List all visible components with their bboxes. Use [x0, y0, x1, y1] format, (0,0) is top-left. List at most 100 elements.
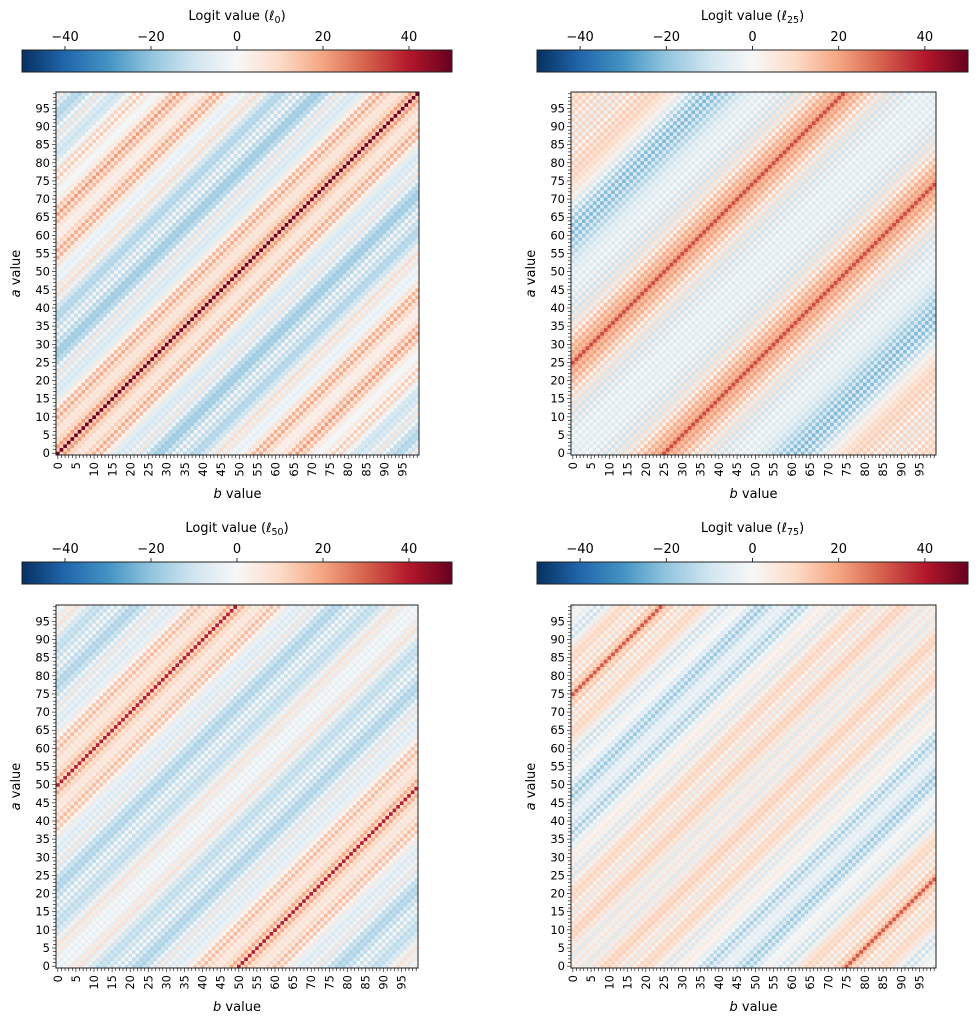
- heatmap-cell: [60, 397, 64, 401]
- heatmap-cell: [89, 339, 93, 343]
- heatmap-cell: [365, 361, 369, 365]
- heatmap-cell: [179, 430, 183, 434]
- heatmap-cell: [354, 357, 358, 361]
- heatmap-cell: [169, 419, 173, 423]
- heatmap-cell: [336, 437, 340, 441]
- heatmap-cell: [285, 368, 289, 372]
- heatmap-cell: [60, 350, 64, 354]
- heatmap-cell: [71, 411, 75, 415]
- heatmap-cell: [383, 346, 387, 350]
- heatmap-cell: [256, 404, 260, 408]
- heatmap-cell: [321, 375, 325, 379]
- heatmap-cell: [386, 393, 390, 397]
- heatmap-cell: [154, 393, 158, 397]
- heatmap-cell: [379, 382, 383, 386]
- heatmap-cell: [132, 401, 136, 405]
- heatmap-cell: [118, 404, 122, 408]
- heatmap-cell: [179, 448, 183, 452]
- heatmap-cell: [263, 419, 267, 423]
- heatmap-cell: [296, 433, 300, 437]
- heatmap-cell: [161, 419, 165, 423]
- heatmap-cell: [285, 437, 289, 441]
- heatmap-cell: [346, 382, 350, 386]
- heatmap-cell: [390, 397, 394, 401]
- heatmap-cell: [139, 368, 143, 372]
- heatmap-cell: [321, 408, 325, 412]
- heatmap-cell: [336, 390, 340, 394]
- heatmap-cell: [172, 430, 176, 434]
- heatmap-cell: [139, 448, 143, 452]
- heatmap-cell: [314, 397, 318, 401]
- heatmap-cell: [183, 357, 187, 361]
- heatmap-cell: [129, 397, 133, 401]
- heatmap-cell: [379, 430, 383, 434]
- heatmap-cell: [114, 408, 118, 412]
- heatmap-cell: [397, 364, 401, 368]
- heatmap-cell: [92, 372, 96, 376]
- heatmap-cell: [132, 422, 136, 426]
- heatmap-cell: [336, 415, 340, 419]
- heatmap-cell: [277, 342, 281, 346]
- heatmap-cell: [350, 379, 354, 383]
- heatmap-cell: [274, 368, 278, 372]
- heatmap-cell: [267, 379, 271, 383]
- heatmap-cell: [343, 379, 347, 383]
- heatmap-cell: [147, 353, 151, 357]
- heatmap-cell: [241, 444, 245, 448]
- heatmap-cell: [201, 397, 205, 401]
- heatmap-cell: [63, 411, 67, 415]
- heatmap-cell: [205, 411, 209, 415]
- heatmap-cell: [397, 404, 401, 408]
- heatmap-cell: [296, 390, 300, 394]
- heatmap-cell: [212, 390, 216, 394]
- heatmap-cell: [219, 415, 223, 419]
- heatmap-cell: [208, 382, 212, 386]
- heatmap-cell: [216, 382, 220, 386]
- heatmap-cell: [230, 386, 234, 390]
- heatmap-cell: [208, 426, 212, 430]
- heatmap-cell: [183, 379, 187, 383]
- heatmap-cell: [256, 426, 260, 430]
- heatmap-cell: [310, 408, 314, 412]
- heatmap-cell: [259, 444, 263, 448]
- heatmap-cell: [372, 390, 376, 394]
- heatmap-cell: [336, 364, 340, 368]
- heatmap-cell: [412, 350, 416, 354]
- heatmap-cell: [100, 342, 104, 346]
- heatmap-cell: [67, 437, 71, 441]
- heatmap-cell: [321, 361, 325, 365]
- heatmap-cell: [397, 361, 401, 365]
- heatmap-cell: [408, 364, 412, 368]
- heatmap-cell: [357, 422, 361, 426]
- heatmap-cell: [187, 390, 191, 394]
- heatmap-cell: [412, 430, 416, 434]
- heatmap-cell: [390, 372, 394, 376]
- heatmap-cell: [336, 430, 340, 434]
- heatmap-cell: [339, 408, 343, 412]
- heatmap-cell: [201, 353, 205, 357]
- heatmap-cell: [227, 408, 231, 412]
- heatmap-cell: [306, 408, 310, 412]
- heatmap-cell: [183, 350, 187, 354]
- heatmap-cell: [357, 433, 361, 437]
- heatmap-cell: [67, 408, 71, 412]
- colorbar-tick-label: −40: [51, 30, 78, 45]
- heatmap-cell: [299, 375, 303, 379]
- heatmap-cell: [158, 350, 162, 354]
- heatmap-cell: [274, 364, 278, 368]
- heatmap-cell: [190, 386, 194, 390]
- heatmap-cell: [321, 433, 325, 437]
- heatmap-cell: [71, 368, 75, 372]
- heatmap-cell: [263, 433, 267, 437]
- heatmap-cell: [390, 350, 394, 354]
- heatmap-cell: [361, 430, 365, 434]
- heatmap-cell: [386, 444, 390, 448]
- heatmap-cell: [100, 357, 104, 361]
- heatmap-cell: [96, 426, 100, 430]
- heatmap-cell: [81, 433, 85, 437]
- heatmap-cell: [114, 368, 118, 372]
- heatmap-cell: [383, 426, 387, 430]
- heatmap-cell: [139, 357, 143, 361]
- heatmap-cell: [325, 361, 329, 365]
- heatmap-cell: [201, 404, 205, 408]
